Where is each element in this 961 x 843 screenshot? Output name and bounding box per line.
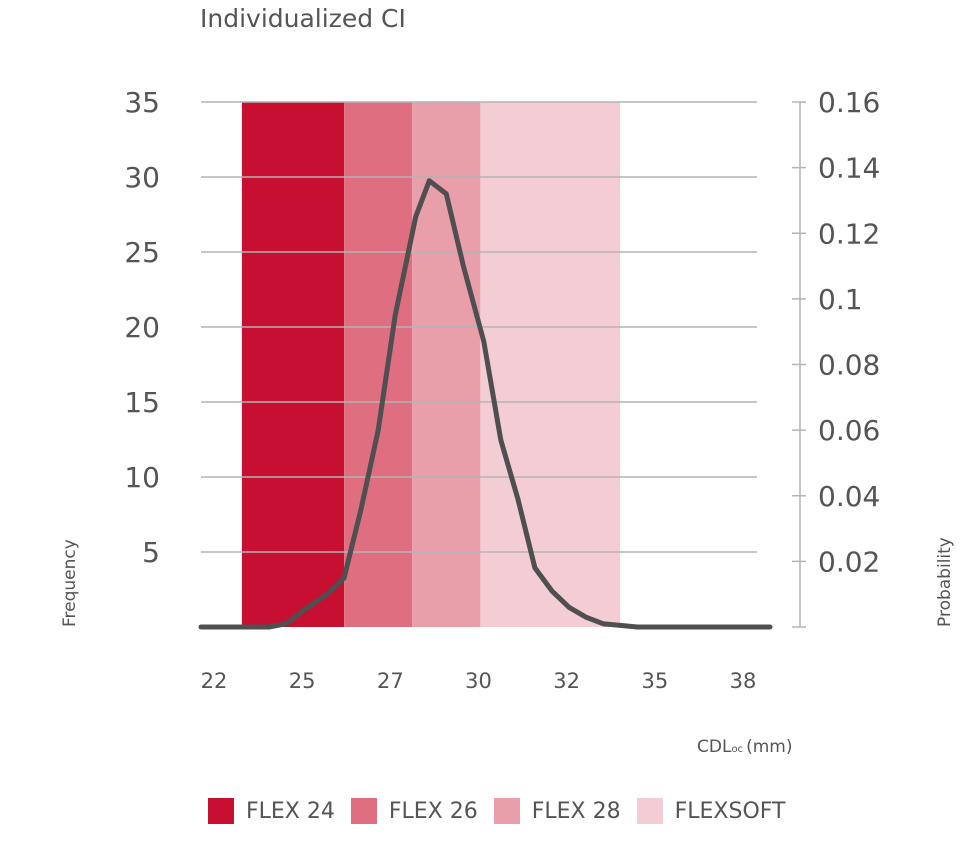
legend-label: FLEXSOFT: [674, 798, 786, 824]
y-right-tick-label: 0.02: [818, 545, 880, 578]
legend-item-flex28: FLEX 28: [493, 798, 621, 824]
legend-label: FLEX 28: [531, 798, 621, 824]
legend-swatch: [493, 798, 520, 824]
legend-item-flex26: FLEX 26: [350, 798, 478, 824]
x-axis-label-sub: oc: [731, 744, 743, 755]
grid-group: [201, 101, 757, 553]
y-left-tick-label: 15: [124, 386, 160, 419]
x-axis-ticks: 22 25 27 30 32 35 38: [201, 669, 757, 693]
y-right-tick-label: 0.16: [818, 86, 880, 119]
x-axis-label-unit: (mm): [746, 737, 792, 757]
x-axis-label: CDLoc (mm): [697, 737, 792, 757]
y-right-tick-label: 0.08: [818, 349, 880, 382]
legend-swatch: [208, 798, 234, 824]
y-right-tick-label: 0.12: [818, 217, 880, 250]
y-right-tick-label: 0.14: [818, 152, 880, 185]
y-right-tick-label: 0.1: [818, 283, 863, 316]
y-left-tick-label: 35: [124, 86, 160, 119]
probability-curve: [198, 178, 773, 630]
legend-label: FLEX 26: [388, 798, 478, 824]
y-right-tick-label: 0.04: [818, 480, 880, 513]
band-flexsoft: [480, 102, 621, 627]
band-flex-24: [241, 102, 345, 627]
x-tick-label: 32: [553, 669, 580, 693]
y-axis-right-label: Probability: [935, 537, 955, 627]
band-flex-26: [344, 102, 413, 627]
legend-item-flex24: FLEX 24: [208, 798, 335, 824]
y-left-tick-label: 20: [124, 311, 160, 344]
y-right-tick-label: 0.06: [818, 414, 880, 447]
x-tick-label: 30: [465, 669, 492, 693]
left-axis-ticks: 5 10 15 20 25 30 35: [124, 86, 160, 569]
y-left-tick-label: 30: [124, 161, 160, 194]
legend-swatch: [636, 798, 663, 824]
right-axis: 0.02 0.04 0.06 0.08 0.1 0.12 0.14 0.16: [792, 86, 880, 628]
x-tick-label: 25: [289, 669, 316, 693]
band-group: [241, 102, 621, 627]
chart-title: Individualized CI: [200, 4, 406, 33]
y-left-tick-label: 25: [124, 236, 160, 269]
band-flex-28: [412, 102, 481, 627]
y-left-tick-label: 10: [124, 461, 160, 494]
y-left-tick-label: 5: [142, 536, 160, 569]
legend: FLEX 24 FLEX 26 FLEX 28 FLEXSOFT: [208, 798, 802, 824]
y-axis-left-label: Frequency: [60, 539, 80, 627]
x-tick-label: 35: [641, 669, 668, 693]
x-axis-label-main: CDL: [697, 737, 732, 757]
legend-item-flexsoft: FLEXSOFT: [636, 798, 786, 824]
x-tick-label: 38: [730, 669, 757, 693]
x-tick-label: 22: [201, 669, 228, 693]
legend-swatch: [350, 798, 377, 824]
legend-label: FLEX 24: [246, 798, 335, 824]
x-tick-label: 27: [377, 669, 404, 693]
